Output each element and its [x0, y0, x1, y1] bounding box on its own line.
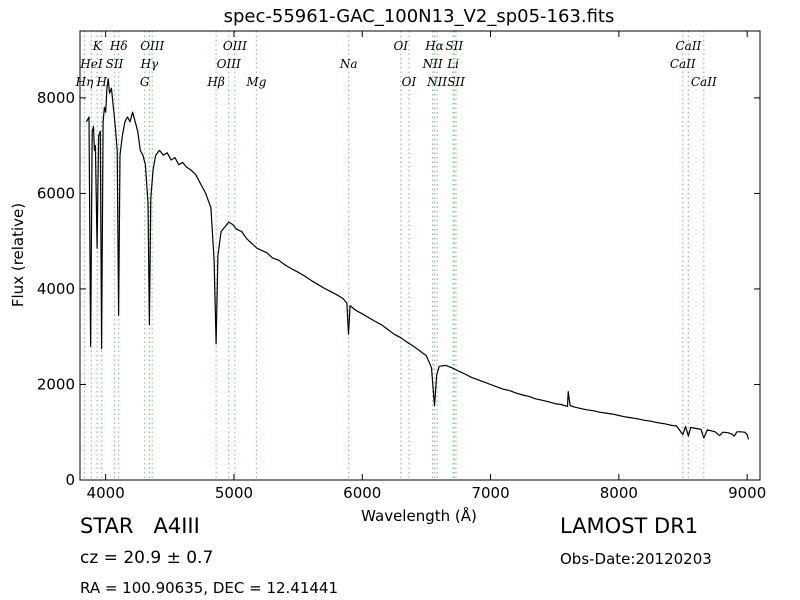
x-tick-label: 8000	[600, 484, 638, 502]
subclass-label: A4III	[153, 514, 200, 538]
spectrum-line	[85, 78, 750, 440]
y-tick-label: 6000	[37, 184, 75, 202]
coordinates-label: RA = 100.90635, DEC = 12.41441	[80, 579, 339, 597]
y-tick-label: 8000	[37, 89, 75, 107]
x-axis-label: Wavelength (Å)	[361, 506, 477, 525]
line-marker-label: CaII	[670, 57, 696, 71]
survey-label: LAMOST DR1	[560, 514, 699, 538]
object-class: STAR A4III	[80, 514, 200, 538]
line-marker-label: Hδ	[109, 39, 128, 53]
redshift-label: cz = 20.9 ± 0.7	[80, 548, 214, 568]
chart-title: spec-55961-GAC_100N13_V2_sp05-163.fits	[224, 6, 615, 27]
line-marker-label: Na	[339, 57, 358, 71]
line-marker-label: HeI	[79, 57, 103, 71]
line-marker-label: CaII	[691, 75, 717, 89]
x-tick-label: 5000	[215, 484, 253, 502]
y-tick-label: 0	[65, 471, 75, 489]
obs-date-label: Obs-Date:20120203	[560, 550, 712, 568]
y-axis-label: Flux (relative)	[9, 203, 27, 307]
line-labels: Hη HeI K H SII Hδ G Hγ OIII Hβ OIII OIII Mg Na OI OI NII…	[75, 39, 717, 89]
line-marker-label: H	[95, 75, 107, 89]
line-marker-label: OI	[402, 75, 417, 89]
line-marker-label: Hβ	[206, 75, 224, 89]
line-marker-label: Hα	[424, 39, 444, 53]
line-marker-label: NII	[422, 57, 443, 71]
x-tick-label: 6000	[343, 484, 381, 502]
line-marker-label: OI	[393, 39, 408, 53]
line-marker-label: SII	[447, 75, 465, 89]
y-tick-label: 2000	[37, 375, 75, 393]
spectrum-series	[85, 78, 750, 440]
line-marker-label: NII	[426, 75, 447, 89]
x-tick-label: 9000	[728, 484, 766, 502]
plot-frame	[79, 30, 761, 481]
line-marker-label: K	[92, 39, 103, 53]
line-marker-label: OIII	[140, 39, 164, 53]
x-tick-label: 7000	[471, 484, 509, 502]
line-marker-label: Li	[446, 57, 459, 71]
x-tick-label: 4000	[87, 484, 125, 502]
line-marker-label: SII	[445, 39, 463, 53]
line-marker-label: OIII	[223, 39, 247, 53]
line-marker-label: Mg	[245, 75, 266, 89]
emission-line-markers	[83, 31, 705, 480]
class-label: STAR	[80, 514, 134, 538]
line-marker-label: G	[140, 75, 150, 89]
axis-ticks: 4000 5000 6000 7000 8000 9000 0 2000 4000 6000 800…	[37, 31, 766, 502]
line-marker-label: Hγ	[140, 57, 159, 71]
line-marker-label: Hη	[75, 75, 94, 89]
y-tick-label: 4000	[37, 280, 75, 298]
line-marker-label: CaII	[675, 39, 701, 53]
line-marker-label: OIII	[217, 57, 241, 71]
line-marker-label: SII	[106, 57, 124, 71]
